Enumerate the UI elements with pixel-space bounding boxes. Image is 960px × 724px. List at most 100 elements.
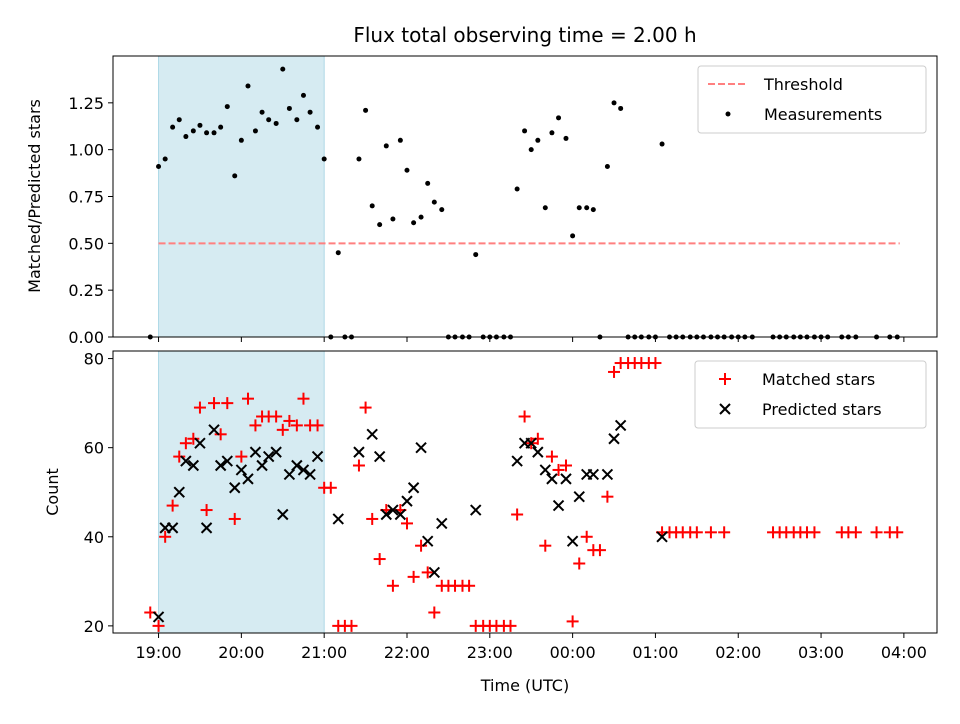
- matched-star-point: [241, 392, 254, 405]
- bottom-y-axis-label: Count: [43, 468, 62, 516]
- measurement-point: [659, 141, 665, 147]
- matched-star-point: [849, 526, 862, 539]
- matched-star-point: [179, 437, 192, 450]
- top-panel: 0.00 0.25 0.50 0.75 1.00 1.25 Matched/Predict…: [25, 55, 938, 347]
- bottom-x-axis-label: Time (UTC): [480, 676, 569, 695]
- matched-star-point: [601, 490, 614, 503]
- measurement-point: [611, 100, 617, 106]
- top-y-tick-label: 1.00: [68, 141, 104, 160]
- matched-star-point: [690, 526, 703, 539]
- predicted-star-point: [194, 437, 206, 449]
- predicted-star-point: [180, 455, 192, 467]
- matched-star-point: [573, 557, 586, 570]
- bottom-x-tick-label: 01:00: [632, 643, 678, 662]
- matched-star-point: [352, 459, 365, 472]
- bottom-x-tick-label: 20:00: [218, 643, 264, 662]
- predicted-star-point: [608, 433, 620, 445]
- matched-star-point: [545, 450, 558, 463]
- matched-star-point: [290, 419, 303, 432]
- top-y-tick-label: 0.25: [68, 281, 104, 300]
- matched-star-point: [152, 619, 165, 632]
- legend-measurements-label: Measurements: [764, 105, 882, 124]
- bottom-y-tick-label: 60: [84, 439, 104, 458]
- predicted-star-point: [380, 508, 392, 521]
- legend-measurements-swatch: [725, 111, 731, 117]
- predicted-star-point: [566, 535, 579, 547]
- predicted-star-point: [532, 446, 544, 458]
- bottom-x-tick-label: 03:00: [798, 643, 844, 662]
- measurement-point: [570, 233, 576, 239]
- predicted-star-point: [552, 499, 565, 512]
- matched-star-point: [531, 432, 544, 445]
- top-highlight-span: [158, 56, 325, 337]
- bottom-highlight-span: [158, 351, 325, 633]
- matched-star-point: [187, 432, 200, 445]
- measurement-point: [411, 220, 417, 226]
- predicted-star-point: [353, 446, 365, 458]
- measurement-point: [245, 83, 251, 89]
- bottom-x-tick-label: 19:00: [135, 643, 181, 662]
- matched-star-point: [228, 512, 241, 525]
- bottom-legend: Matched stars Predicted stars: [694, 360, 927, 429]
- predicted-star-point: [229, 482, 241, 494]
- matched-star-point: [511, 508, 524, 521]
- predicted-star-point: [242, 473, 254, 485]
- measurement-point: [315, 124, 321, 130]
- measurement-point: [356, 156, 362, 162]
- matched-star-point: [173, 450, 186, 463]
- bottom-axes-frame: [112, 350, 938, 634]
- predicted-star-point: [546, 473, 558, 485]
- measurement-point: [204, 130, 210, 136]
- legend-predicted-label: Predicted stars: [762, 400, 882, 419]
- predicted-star-point: [415, 441, 427, 454]
- measurement-point: [563, 135, 569, 141]
- matched-star-point: [166, 499, 179, 512]
- top-y-ticks: 0.00 0.25 0.50 0.75 1.00 1.25: [68, 94, 113, 347]
- matched-star-point: [415, 539, 428, 552]
- measurement-point: [522, 128, 528, 134]
- predicted-star-point: [407, 482, 420, 494]
- top-y-tick-label: 0.00: [68, 328, 104, 347]
- matched-star-point: [270, 410, 283, 423]
- predicted-star-point: [277, 508, 289, 521]
- legend-predicted-swatch: [719, 403, 731, 415]
- measurement-point: [390, 216, 396, 222]
- matched-star-point: [649, 357, 662, 370]
- measurement-point: [218, 124, 224, 130]
- measurement-point: [280, 66, 286, 72]
- predicted-star-point: [270, 446, 282, 458]
- legend-threshold-label: Threshold: [763, 75, 843, 94]
- matched-star-point: [359, 401, 372, 414]
- top-legend-frame: [697, 65, 927, 134]
- matched-star-point: [428, 606, 441, 619]
- measurement-point: [369, 203, 375, 209]
- predicted-star-point: [214, 459, 227, 472]
- matched-star-point: [566, 615, 579, 628]
- measurement-point: [156, 164, 162, 170]
- measurement-point: [528, 147, 534, 153]
- measurement-point: [363, 107, 369, 113]
- measurement-point: [307, 109, 313, 115]
- bottom-legend-frame: [694, 360, 927, 429]
- matched-star-point: [808, 526, 821, 539]
- top-y-tick-label: 0.50: [68, 234, 104, 253]
- measurement-point: [232, 173, 238, 179]
- measurement-point: [383, 143, 389, 149]
- bottom-x-tick-label: 00:00: [550, 643, 596, 662]
- predicted-star-point: [401, 495, 413, 507]
- matched-star-point: [235, 450, 248, 463]
- predicted-star-point: [656, 531, 668, 543]
- matched-star-point: [324, 481, 337, 494]
- measurement-point: [425, 180, 431, 186]
- measurement-point: [300, 92, 306, 98]
- measurement-point: [335, 250, 341, 256]
- matched-star-point: [580, 530, 593, 543]
- measurement-point: [549, 130, 555, 136]
- matched-star-point: [504, 619, 517, 632]
- top-y-axis-label: Matched/Predicted stars: [25, 99, 44, 293]
- measurement-point: [514, 186, 520, 192]
- predicted-star-point: [539, 464, 551, 476]
- top-points-layer: [147, 66, 900, 340]
- matched-star-point: [407, 570, 420, 583]
- legend-matched-label: Matched stars: [762, 370, 875, 389]
